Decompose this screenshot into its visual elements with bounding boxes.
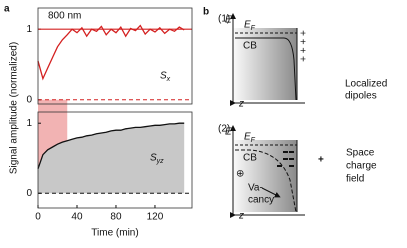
band-label: CB bbox=[243, 41, 257, 52]
pointer bbox=[261, 187, 281, 198]
vacancy-label: Va- bbox=[248, 183, 263, 194]
charge bbox=[289, 158, 294, 160]
subscript: F bbox=[251, 25, 256, 32]
energy-label: E bbox=[225, 127, 232, 138]
caption: dipoles bbox=[345, 91, 377, 102]
x-axis-title: Time (min) bbox=[91, 228, 138, 239]
annotation: 800 nm bbox=[48, 11, 81, 22]
plot-frame bbox=[37, 111, 193, 209]
conduction-band bbox=[235, 37, 297, 101]
x-tick-label: 120 bbox=[147, 212, 164, 223]
energy-label: E bbox=[225, 15, 232, 26]
caption: Space bbox=[346, 148, 375, 159]
panel-label: b bbox=[203, 7, 209, 18]
y-axis-title: Signal amplitude (normalized) bbox=[9, 42, 20, 174]
diagram-2: (2) E EF CB ⊕ Va- cancy z + Space charge… bbox=[218, 124, 377, 222]
charge bbox=[289, 165, 294, 167]
subscript: yz bbox=[156, 158, 165, 165]
depth-label: z bbox=[238, 99, 244, 110]
plot-frame bbox=[37, 7, 193, 105]
fermi-label: EF bbox=[244, 132, 256, 145]
charge bbox=[283, 151, 288, 153]
caption: field bbox=[346, 174, 364, 185]
subscript: F bbox=[251, 137, 256, 144]
field-symbol: + bbox=[318, 155, 324, 166]
panel-number: (2) bbox=[218, 124, 230, 135]
depth-label: z bbox=[238, 211, 244, 222]
line bbox=[37, 24, 185, 81]
vacancy-label: cancy bbox=[248, 195, 274, 206]
panel-label: a bbox=[4, 4, 10, 15]
y-tick-label: 0 bbox=[26, 94, 32, 105]
series-label: Sx bbox=[160, 71, 171, 84]
caption: Localized bbox=[345, 79, 387, 90]
charge bbox=[283, 158, 288, 160]
line bbox=[37, 122, 185, 170]
charge bbox=[289, 151, 294, 153]
x-tick-label: 40 bbox=[71, 212, 83, 223]
panel-number: (1) bbox=[218, 14, 230, 25]
diagram-1: (1) E EF CB z + + + + Localized dipoles bbox=[218, 13, 387, 110]
vacancy-symbol: ⊕ bbox=[236, 169, 244, 180]
y-tick-label: 0 bbox=[26, 188, 32, 199]
subscript: x bbox=[166, 76, 171, 83]
y-tick-label: 1 bbox=[26, 118, 32, 129]
band-region bbox=[233, 28, 297, 100]
fermi-label: EF bbox=[244, 20, 256, 33]
band-label: CB bbox=[243, 153, 257, 164]
charges: + + + + bbox=[296, 30, 307, 62]
charge bbox=[277, 165, 282, 167]
surface-charges bbox=[277, 151, 294, 167]
area bbox=[38, 123, 185, 194]
caption: charge bbox=[346, 161, 377, 172]
y-tick-label: 1 bbox=[26, 24, 32, 35]
x-tick-label: 0 bbox=[35, 212, 41, 223]
figure: a b (1) E EF CB z + + + + Localized dipo… bbox=[4, 4, 387, 239]
x-tick-label: 80 bbox=[110, 212, 122, 223]
conduction-band bbox=[235, 149, 297, 213]
